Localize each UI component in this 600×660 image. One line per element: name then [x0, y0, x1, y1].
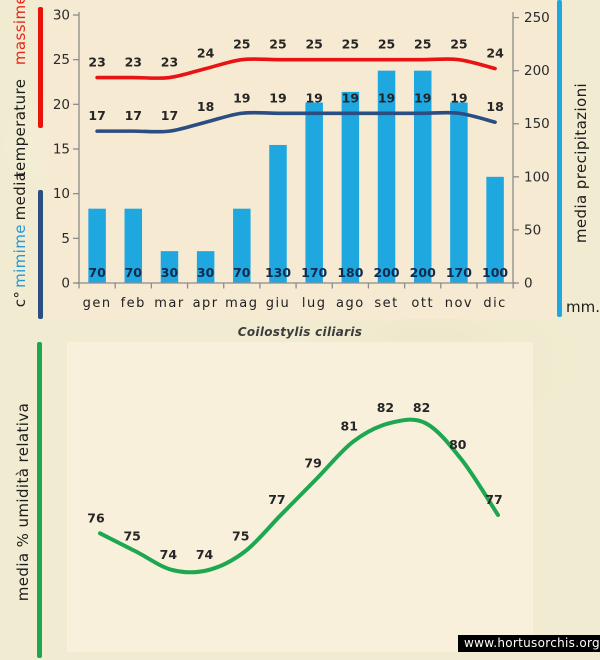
precipitation-legend-bar — [557, 0, 562, 317]
svg-text:30: 30 — [53, 8, 70, 24]
svg-text:170: 170 — [301, 265, 327, 280]
svg-text:76: 76 — [87, 510, 105, 525]
svg-text:200: 200 — [524, 63, 550, 79]
svg-text:18: 18 — [197, 99, 214, 114]
svg-text:75: 75 — [123, 529, 140, 544]
svg-text:19: 19 — [305, 90, 322, 105]
svg-text:17: 17 — [161, 108, 178, 123]
svg-text:200: 200 — [410, 265, 436, 280]
svg-text:dic: dic — [483, 296, 507, 311]
right-axis-unit: mm. — [566, 298, 600, 316]
svg-text:18: 18 — [486, 99, 503, 114]
svg-text:200: 200 — [373, 265, 399, 280]
svg-text:30: 30 — [197, 265, 215, 280]
svg-text:80: 80 — [449, 437, 467, 452]
svg-text:75: 75 — [232, 529, 249, 544]
svg-text:ago: ago — [336, 296, 365, 311]
svg-text:gen: gen — [83, 296, 112, 311]
svg-text:giu: giu — [266, 296, 291, 311]
svg-text:25: 25 — [305, 37, 322, 52]
svg-text:ott: ott — [411, 296, 434, 311]
humidity-svg: 76 75 74 74 75 77 79 81 82 82 80 77 — [87, 400, 503, 575]
svg-text:79: 79 — [304, 455, 321, 470]
svg-text:0: 0 — [61, 276, 70, 292]
svg-text:130: 130 — [265, 265, 291, 280]
svg-text:25: 25 — [269, 37, 286, 52]
climograph-svg: 0 5 10 15 20 25 30 0 50 100 150 200 250 gen feb mar apr m… — [53, 8, 550, 311]
svg-text:70: 70 — [125, 265, 143, 280]
svg-text:170: 170 — [446, 265, 472, 280]
svg-text:25: 25 — [450, 37, 467, 52]
svg-text:23: 23 — [88, 55, 105, 70]
max-temp-legend-bar — [38, 7, 43, 128]
svg-text:250: 250 — [524, 10, 550, 26]
svg-text:mag: mag — [225, 296, 258, 311]
min-temp-legend-bar — [38, 190, 43, 319]
svg-text:30: 30 — [161, 265, 179, 280]
svg-text:25: 25 — [414, 37, 431, 52]
chart-title: Coilostylis ciliaris — [237, 325, 363, 339]
svg-text:mar: mar — [154, 296, 184, 311]
svg-text:77: 77 — [268, 492, 285, 507]
svg-text:25: 25 — [53, 52, 70, 68]
svg-text:19: 19 — [269, 90, 286, 105]
svg-text:50: 50 — [524, 222, 541, 238]
svg-text:24: 24 — [197, 46, 215, 61]
svg-text:19: 19 — [233, 90, 250, 105]
svg-text:10: 10 — [53, 186, 70, 202]
svg-text:180: 180 — [337, 265, 363, 280]
svg-text:19: 19 — [342, 90, 359, 105]
svg-text:70: 70 — [233, 265, 251, 280]
svg-text:set: set — [374, 296, 398, 311]
svg-text:17: 17 — [125, 108, 142, 123]
svg-text:74: 74 — [196, 547, 214, 562]
svg-text:82: 82 — [377, 400, 394, 415]
humidity-axis-bar — [37, 342, 42, 658]
svg-text:150: 150 — [524, 116, 550, 132]
svg-text:19: 19 — [414, 90, 431, 105]
svg-text:lug: lug — [302, 296, 327, 311]
svg-text:15: 15 — [53, 142, 70, 158]
svg-text:apr: apr — [193, 296, 219, 311]
svg-text:19: 19 — [450, 90, 467, 105]
svg-text:74: 74 — [160, 547, 178, 562]
svg-text:nov: nov — [445, 296, 473, 311]
svg-text:17: 17 — [88, 108, 105, 123]
svg-text:5: 5 — [61, 231, 70, 247]
svg-text:23: 23 — [125, 55, 142, 70]
svg-text:feb: feb — [121, 296, 146, 311]
svg-text:19: 19 — [378, 90, 395, 105]
svg-text:23: 23 — [161, 55, 178, 70]
svg-text:100: 100 — [482, 265, 508, 280]
svg-text:20: 20 — [53, 97, 70, 113]
svg-text:77: 77 — [485, 492, 502, 507]
svg-text:24: 24 — [486, 46, 504, 61]
svg-text:25: 25 — [342, 37, 359, 52]
svg-text:25: 25 — [378, 37, 395, 52]
svg-text:70: 70 — [88, 265, 106, 280]
svg-text:100: 100 — [524, 169, 550, 185]
svg-text:82: 82 — [413, 400, 430, 415]
svg-text:81: 81 — [341, 419, 358, 434]
svg-text:25: 25 — [233, 37, 250, 52]
svg-text:0: 0 — [524, 276, 533, 292]
watermark: www.hortusorchis.org — [458, 635, 600, 652]
